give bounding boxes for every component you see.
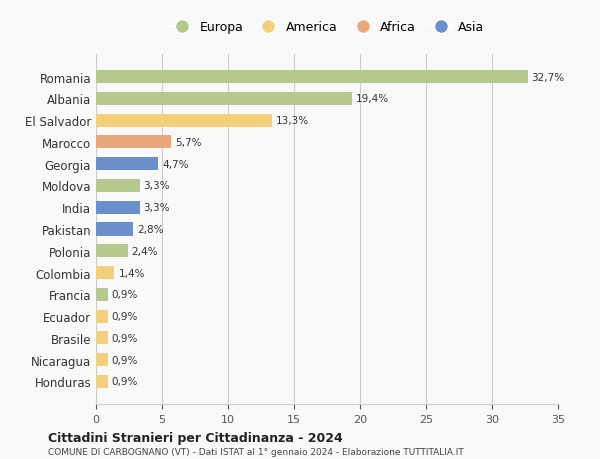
- Text: COMUNE DI CARBOGNANO (VT) - Dati ISTAT al 1° gennaio 2024 - Elaborazione TUTTITA: COMUNE DI CARBOGNANO (VT) - Dati ISTAT a…: [48, 448, 464, 456]
- Bar: [96, 245, 128, 258]
- Text: 4,7%: 4,7%: [162, 159, 188, 169]
- Text: 0,9%: 0,9%: [112, 376, 138, 386]
- Bar: [96, 179, 140, 193]
- Text: 3,3%: 3,3%: [143, 203, 170, 213]
- Text: 0,9%: 0,9%: [112, 311, 138, 321]
- Text: 0,9%: 0,9%: [112, 333, 138, 343]
- Text: 1,4%: 1,4%: [118, 268, 145, 278]
- Text: 19,4%: 19,4%: [356, 94, 389, 104]
- Text: 2,4%: 2,4%: [131, 246, 158, 256]
- Text: 3,3%: 3,3%: [143, 181, 170, 191]
- Bar: [96, 288, 108, 301]
- Text: 5,7%: 5,7%: [175, 138, 202, 148]
- Bar: [96, 353, 108, 366]
- Bar: [96, 201, 140, 214]
- Text: 32,7%: 32,7%: [532, 73, 565, 83]
- Bar: [96, 310, 108, 323]
- Bar: [96, 375, 108, 388]
- Bar: [96, 93, 352, 106]
- Text: Cittadini Stranieri per Cittadinanza - 2024: Cittadini Stranieri per Cittadinanza - 2…: [48, 431, 343, 444]
- Bar: [96, 136, 171, 149]
- Bar: [96, 223, 133, 236]
- Bar: [96, 158, 158, 171]
- Text: 13,3%: 13,3%: [275, 116, 308, 126]
- Bar: [96, 71, 527, 84]
- Bar: [96, 331, 108, 345]
- Text: 0,9%: 0,9%: [112, 355, 138, 365]
- Text: 0,9%: 0,9%: [112, 290, 138, 300]
- Text: 2,8%: 2,8%: [137, 224, 163, 235]
- Bar: [96, 114, 272, 128]
- Bar: [96, 266, 115, 280]
- Legend: Europa, America, Africa, Asia: Europa, America, Africa, Asia: [164, 16, 490, 39]
